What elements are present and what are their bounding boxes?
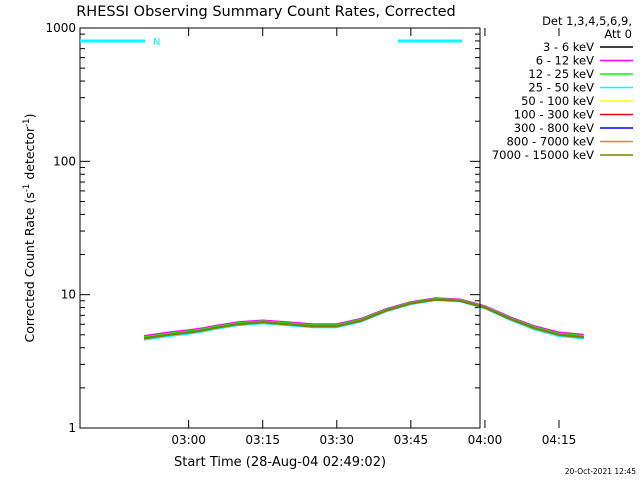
y-axis-label-sup-1: -1: [22, 184, 32, 192]
plot-frame: [79, 27, 481, 429]
night-marker-label: N: [153, 37, 160, 48]
legend-label: 50 - 100 keV: [521, 94, 594, 108]
y-tick-label: 100: [53, 154, 76, 168]
legend-label: 3 - 6 keV: [543, 40, 594, 54]
legend-label: 7000 - 15000 keV: [492, 148, 594, 162]
y-tick-label: 10: [61, 288, 76, 302]
legend-label: 6 - 12 keV: [536, 54, 594, 68]
x-axis-ticks: 03:00 03:15 03:30 03:45 04:00 04:15: [171, 28, 576, 447]
footer-timestamp: 20-Oct-2021 12:45: [565, 467, 636, 476]
x-tick-label: 04:15: [542, 433, 577, 447]
x-tick-label: 03:15: [245, 433, 280, 447]
y-axis-ticks: 1 10 100 1000: [45, 21, 480, 435]
plot-area: 03:00 03:15 03:30 03:45 04:00 04:15 1 10 100 100…: [45, 21, 584, 447]
x-tick-label: 04:00: [468, 433, 503, 447]
x-tick-label: 03:00: [171, 433, 206, 447]
legend-label: 300 - 800 keV: [514, 121, 594, 135]
x-tick-label: 03:30: [319, 433, 354, 447]
legend-header-line-1: Det 1,3,4,5,6,9,: [542, 14, 632, 28]
x-axis-label: Start Time (28-Aug-04 02:49:02): [174, 455, 386, 470]
y-axis-label-sup-2: -1: [22, 118, 32, 126]
chart-title: RHESSI Observing Summary Count Rates, Co…: [76, 4, 456, 20]
legend-label: 100 - 300 keV: [514, 108, 594, 122]
y-tick-label: 1000: [45, 21, 76, 35]
legend-header-line-2: Att 0: [604, 27, 632, 41]
legend-label: 12 - 25 keV: [528, 67, 594, 81]
legend-label: 25 - 50 keV: [528, 81, 594, 95]
y-axis-label: Corrected Count Rate (s-1 detector-1): [22, 114, 37, 343]
y-axis-label-part-3: ): [22, 114, 37, 119]
series-line-2: [144, 297, 584, 339]
series-lines: [144, 297, 584, 341]
series-line-8: [144, 298, 584, 340]
y-tick-label: 1: [68, 421, 76, 435]
y-axis-label-part-1: Corrected Count Rate (s: [22, 192, 37, 342]
y-axis-label-part-2: detector: [22, 126, 37, 184]
legend-label: 800 - 7000 keV: [506, 135, 594, 149]
x-tick-label: 03:45: [394, 433, 429, 447]
